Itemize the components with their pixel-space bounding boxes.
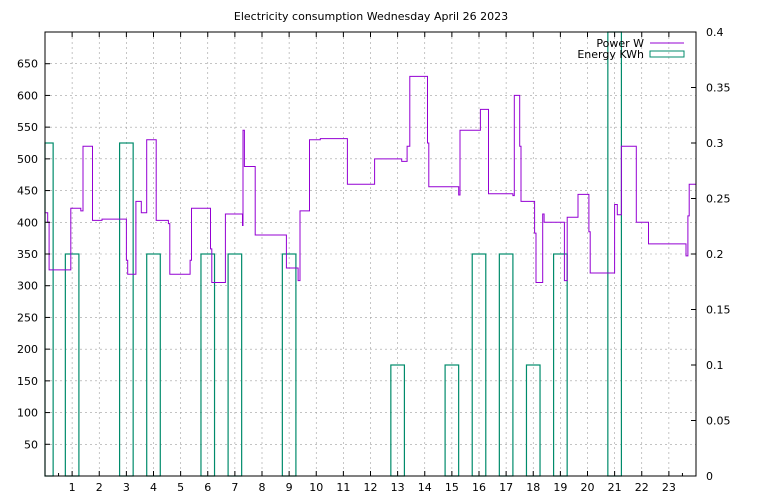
y-left-tick-label: 200 [17, 343, 38, 356]
x-tick-label: 3 [123, 481, 130, 494]
axes: 1 2 3 4 5 6 7 8 9 10 11 12 13 14 15 16 17 18 19 20 21 22 23501… [17, 26, 731, 494]
y-right-tick-label: 0 [706, 470, 713, 483]
y-left-tick-label: 550 [17, 121, 38, 134]
x-tick-label: 16 [472, 481, 486, 494]
y-left-tick-label: 500 [17, 153, 38, 166]
x-tick-label: 23 [662, 481, 676, 494]
x-tick-label: 19 [553, 481, 567, 494]
x-tick-label: 13 [391, 481, 405, 494]
x-tick-label: 18 [526, 481, 540, 494]
y-right-tick-label: 0.35 [706, 82, 731, 95]
x-tick-label: 1 [69, 481, 76, 494]
energy-bar [390, 364, 406, 477]
x-tick-label: 12 [364, 481, 378, 494]
y-left-tick-label: 100 [17, 407, 38, 420]
x-tick-label: 17 [499, 481, 513, 494]
y-left-tick-label: 150 [17, 375, 38, 388]
power-line [45, 75, 696, 283]
legend: Power W Energy KWh [577, 37, 685, 61]
chart-title: Electricity consumption Wednesday April … [234, 10, 508, 23]
x-tick-label: 4 [150, 481, 157, 494]
x-tick-label: 14 [418, 481, 432, 494]
energy-bar [44, 142, 54, 477]
grid [45, 32, 696, 476]
x-tick-label: 15 [445, 481, 459, 494]
x-tick-label: 7 [231, 481, 238, 494]
x-tick-label: 8 [259, 481, 266, 494]
legend-label-power: Power W [596, 37, 644, 50]
y-left-tick-label: 250 [17, 311, 38, 324]
energy-bar [444, 364, 460, 477]
x-tick-label: 5 [177, 481, 184, 494]
power-series [45, 75, 696, 283]
x-tick-label: 10 [309, 481, 323, 494]
x-tick-label: 9 [286, 481, 293, 494]
y-right-tick-label: 0.1 [706, 359, 724, 372]
energy-bar [525, 364, 541, 477]
y-right-tick-label: 0.15 [706, 304, 731, 317]
y-left-tick-label: 650 [17, 58, 38, 71]
y-right-tick-label: 0.3 [706, 137, 724, 150]
x-tick-label: 11 [336, 481, 350, 494]
x-tick-label: 6 [204, 481, 211, 494]
y-left-tick-label: 600 [17, 89, 38, 102]
legend-label-energy: Energy KWh [577, 48, 644, 61]
y-left-tick-label: 300 [17, 280, 38, 293]
x-tick-label: 21 [608, 481, 622, 494]
y-right-tick-label: 0.25 [706, 193, 731, 206]
x-tick-label: 2 [96, 481, 103, 494]
y-left-tick-label: 400 [17, 216, 38, 229]
y-left-tick-label: 50 [24, 438, 38, 451]
y-right-tick-label: 0.2 [706, 248, 724, 261]
legend-swatch-energy [649, 50, 685, 58]
y-right-tick-label: 0.4 [706, 26, 724, 39]
x-tick-label: 20 [581, 481, 595, 494]
x-tick-label: 22 [635, 481, 649, 494]
y-left-tick-label: 450 [17, 185, 38, 198]
y-right-tick-label: 0.05 [706, 415, 731, 428]
y-left-tick-label: 350 [17, 248, 38, 261]
